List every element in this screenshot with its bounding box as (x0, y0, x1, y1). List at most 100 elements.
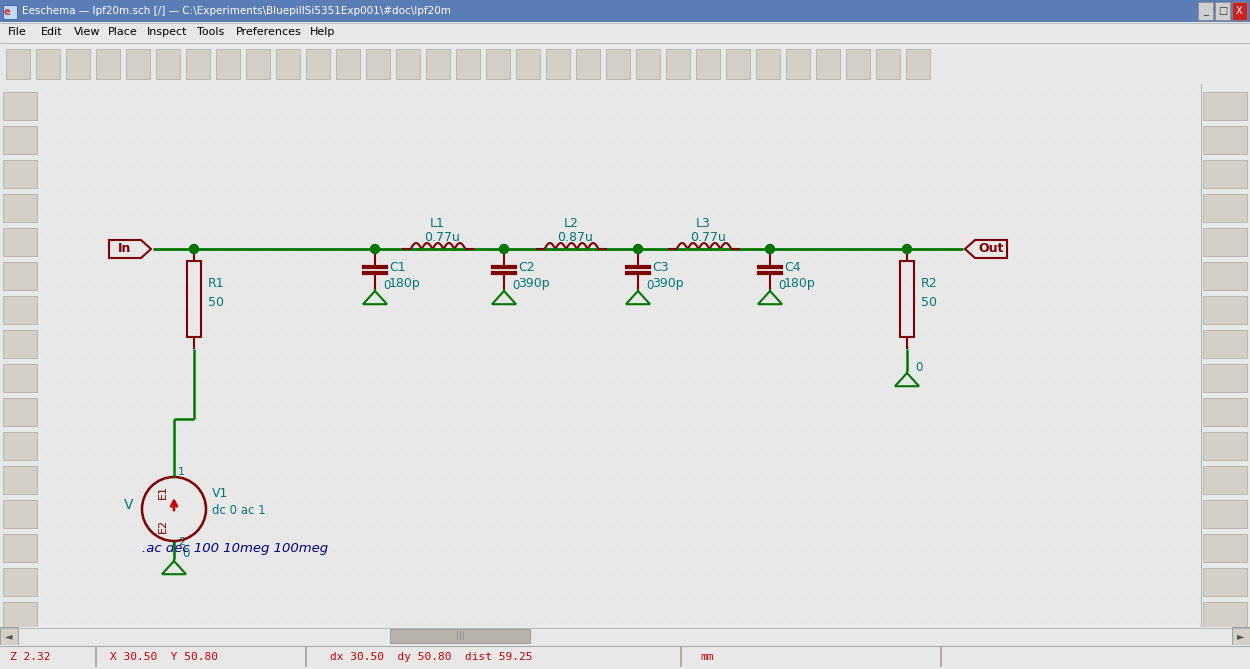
Text: 0.77u: 0.77u (424, 231, 460, 244)
Bar (2, 296, 37, 324)
Bar (516, 49, 540, 79)
Bar (95, 647, 98, 667)
Text: |||: ||| (456, 632, 464, 640)
Bar (816, 49, 840, 79)
Bar (606, 49, 630, 79)
Bar (846, 49, 870, 79)
Bar (1202, 228, 1248, 256)
Bar (2, 500, 37, 528)
Bar (1202, 262, 1248, 290)
Bar (6, 49, 30, 79)
Bar (1232, 627, 1250, 645)
Text: View: View (75, 27, 101, 37)
Text: Preferences: Preferences (236, 27, 302, 37)
Bar (1202, 330, 1248, 358)
Bar (66, 49, 90, 79)
Bar (2, 398, 37, 426)
Text: 390p: 390p (652, 277, 684, 290)
Bar (396, 49, 420, 79)
Bar (1202, 602, 1248, 630)
Text: C3: C3 (652, 261, 669, 274)
Bar (2, 534, 37, 562)
Text: 0.77u: 0.77u (690, 231, 726, 244)
Bar (2, 92, 37, 120)
Bar (1202, 534, 1248, 562)
Circle shape (370, 244, 380, 254)
Bar (2, 228, 37, 256)
Text: ►: ► (1238, 631, 1245, 641)
Text: L2: L2 (564, 217, 579, 230)
Text: dx 30.50  dy 50.80  dist 59.25: dx 30.50 dy 50.80 dist 59.25 (330, 652, 532, 662)
Bar (36, 49, 60, 79)
Bar (576, 49, 600, 79)
Bar (680, 647, 682, 667)
Bar (276, 49, 300, 79)
Bar (2, 602, 37, 630)
Bar (2, 466, 37, 494)
Text: V1: V1 (213, 487, 229, 500)
Circle shape (634, 244, 642, 254)
Text: C1: C1 (389, 261, 405, 274)
Text: Eeschema — lpf20m.sch [/] — C:\Experiments\BluepillSi5351Exp001\#doc\lpf20m: Eeschema — lpf20m.sch [/] — C:\Experimen… (22, 6, 451, 16)
Text: 0: 0 (778, 279, 785, 292)
Bar (1202, 466, 1248, 494)
Bar (126, 49, 150, 79)
Text: 2: 2 (177, 537, 185, 547)
Circle shape (500, 244, 509, 254)
Text: In: In (119, 242, 131, 256)
Text: .ac dec 100 10meg 100meg: .ac dec 100 10meg 100meg (142, 542, 328, 555)
Bar (1202, 160, 1248, 188)
Bar (426, 49, 450, 79)
Text: 0: 0 (915, 361, 922, 374)
Bar (0, 627, 18, 645)
Text: 390p: 390p (518, 277, 550, 290)
Bar (2, 160, 37, 188)
Bar (1202, 432, 1248, 460)
Text: 0: 0 (382, 279, 390, 292)
Text: Help: Help (310, 27, 335, 37)
Bar (456, 49, 480, 79)
Bar (366, 49, 390, 79)
Text: Z 2.32: Z 2.32 (10, 652, 50, 662)
Bar (666, 49, 690, 79)
Bar (1202, 398, 1248, 426)
Text: _: _ (1202, 6, 1208, 16)
Text: R1: R1 (208, 277, 225, 290)
Text: E1: E1 (158, 485, 168, 499)
Circle shape (765, 244, 775, 254)
Bar (1202, 126, 1248, 154)
Text: 180p: 180p (389, 277, 421, 290)
Bar (726, 49, 750, 79)
Bar (1232, 2, 1248, 20)
Bar (246, 49, 270, 79)
Bar (216, 49, 240, 79)
Text: X: X (1236, 6, 1242, 16)
Bar (1202, 194, 1248, 222)
Bar (1215, 2, 1230, 20)
Text: dc 0 ac 1: dc 0 ac 1 (213, 504, 266, 517)
Text: □: □ (1218, 6, 1228, 16)
Bar (306, 49, 330, 79)
Bar (2, 262, 37, 290)
Bar (940, 647, 942, 667)
Bar (1202, 500, 1248, 528)
Text: L1: L1 (430, 217, 445, 230)
Text: 0: 0 (646, 279, 654, 292)
Bar (696, 49, 720, 79)
Bar (876, 49, 900, 79)
Bar (1202, 568, 1248, 596)
Bar (96, 49, 120, 79)
Text: L3: L3 (696, 217, 711, 230)
Bar (546, 49, 570, 79)
Bar (2, 432, 37, 460)
Text: mm: mm (700, 652, 714, 662)
Bar (900, 261, 914, 337)
Bar (2, 330, 37, 358)
Bar (390, 629, 530, 643)
Text: 1: 1 (177, 467, 185, 477)
Bar (188, 261, 201, 337)
Bar (2, 5, 18, 19)
Bar (1198, 2, 1212, 20)
Bar (1202, 296, 1248, 324)
Text: 50: 50 (921, 296, 938, 309)
